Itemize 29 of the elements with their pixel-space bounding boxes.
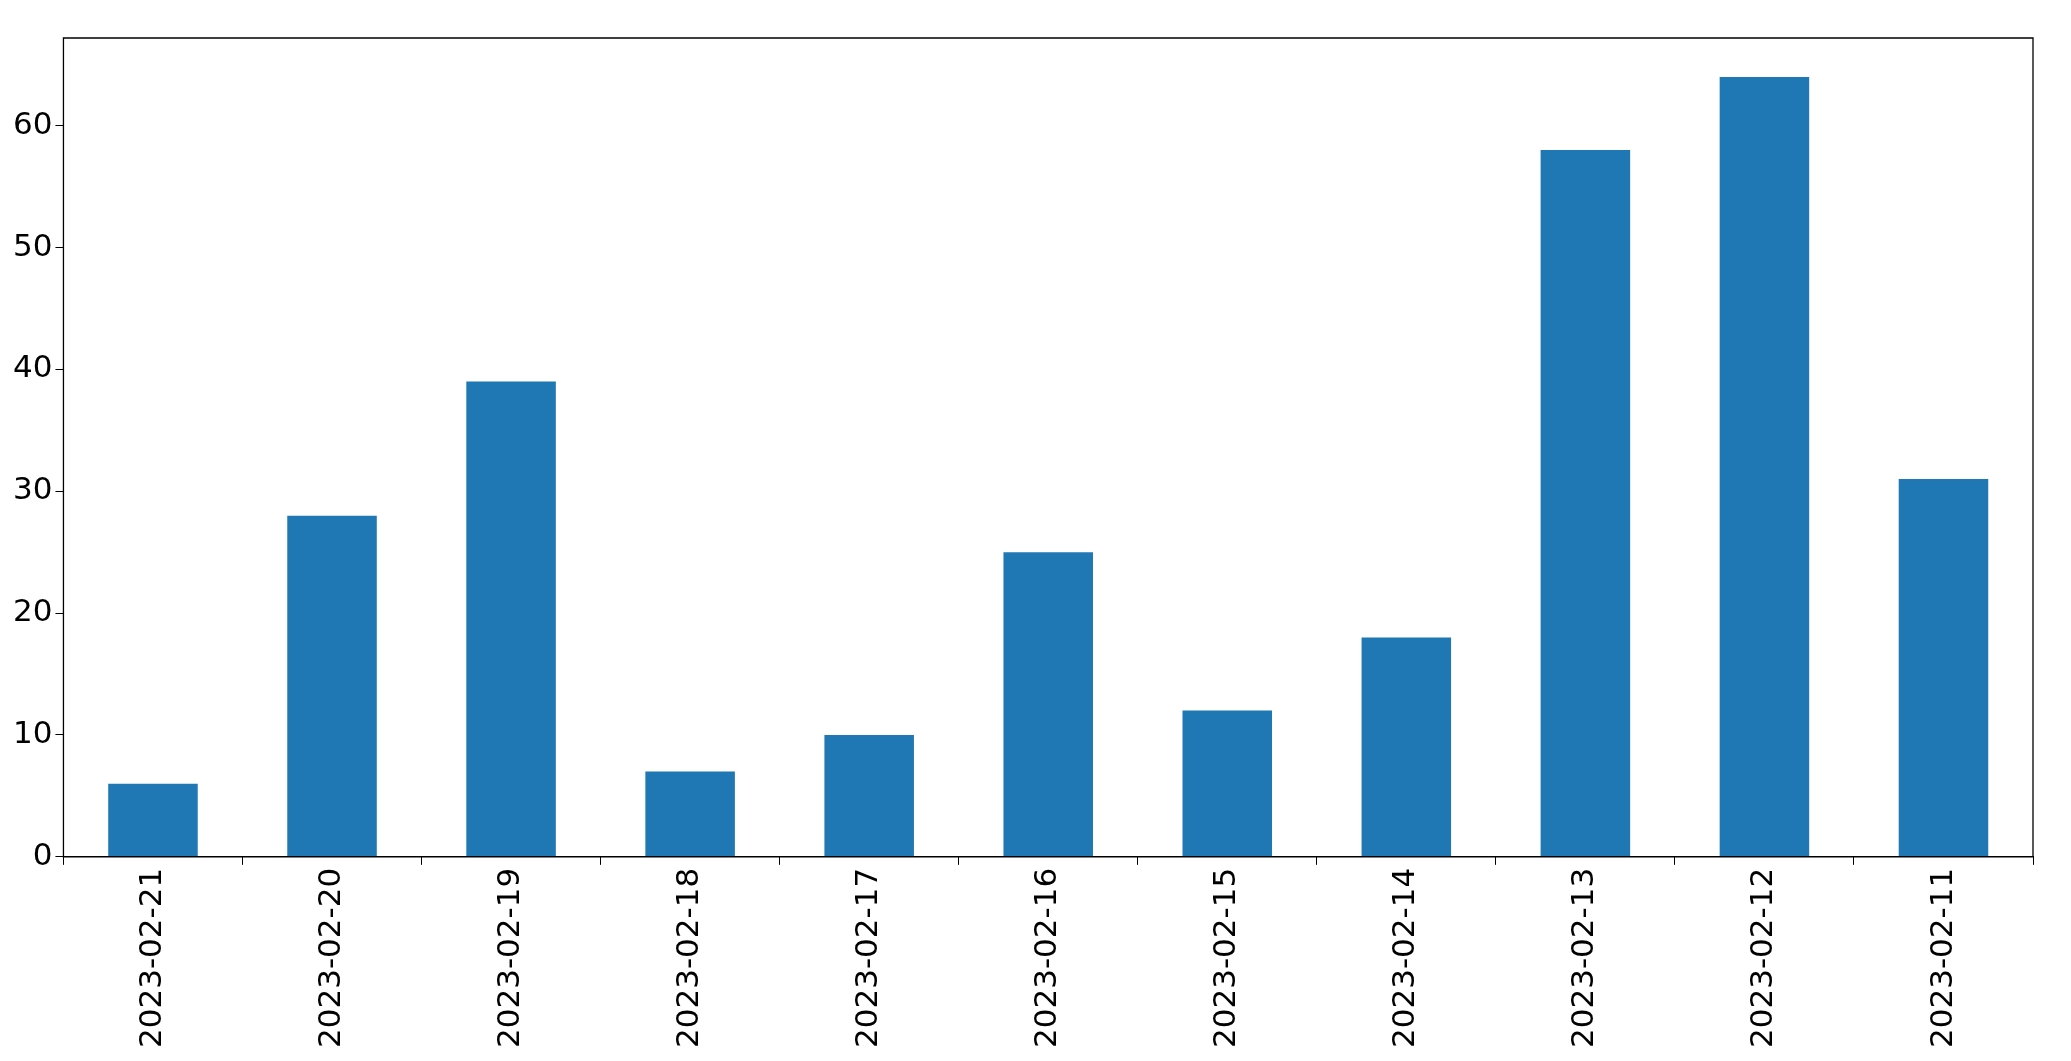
bar: [1361, 637, 1452, 857]
bar: [645, 771, 735, 857]
x-tick-label: 2023-02-18: [669, 867, 706, 1049]
y-tick-label: 50: [12, 226, 53, 263]
x-tick-label: 2023-02-19: [490, 867, 527, 1049]
x-tick-label: 2023-02-11: [1922, 867, 1959, 1049]
x-tick-label: 2023-02-12: [1743, 867, 1780, 1049]
bar: [824, 734, 914, 857]
bar: [108, 783, 198, 857]
bar: [1540, 150, 1631, 857]
x-tick-label: 2023-02-14: [1385, 867, 1422, 1049]
x-tick-label: 2023-02-15: [1206, 867, 1243, 1049]
bar: [1719, 76, 1810, 857]
y-tick-label: 10: [12, 714, 53, 751]
x-tick-label: 2023-02-16: [1027, 867, 1064, 1049]
x-tick-label: 2023-02-20: [311, 867, 348, 1049]
bar: [1182, 710, 1273, 857]
bar: [1003, 552, 1093, 857]
bar: [287, 515, 377, 857]
y-tick-label: 30: [12, 470, 53, 507]
x-tick-label: 2023-02-13: [1564, 867, 1601, 1049]
y-tick-label: 60: [12, 104, 53, 141]
bar: [1898, 479, 1989, 857]
bar: [466, 381, 556, 857]
y-tick-label: 0: [32, 835, 53, 872]
x-tick-label: 2023-02-17: [848, 867, 885, 1049]
y-tick-label: 20: [12, 592, 53, 629]
y-tick-label: 40: [12, 348, 53, 385]
x-tick-label: 2023-02-21: [132, 867, 169, 1049]
